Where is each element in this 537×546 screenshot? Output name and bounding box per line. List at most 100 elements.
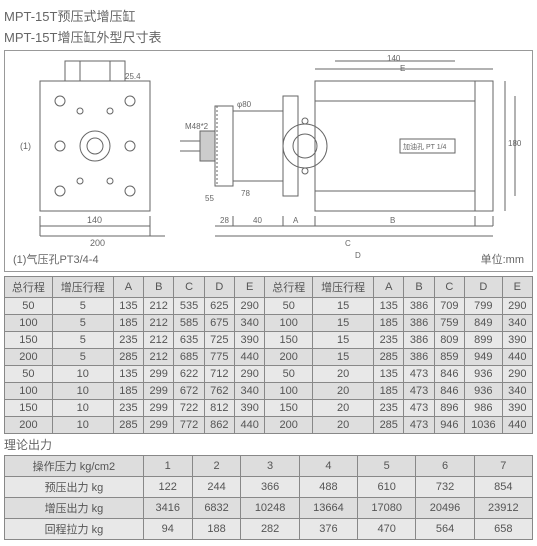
table-cell: 585 — [174, 315, 204, 332]
table-cell: 212 — [144, 315, 174, 332]
table-cell: 712 — [204, 366, 234, 383]
table-row: 50101352996227122905020135473846936290 — [5, 366, 533, 383]
table-header-cell: C — [174, 277, 204, 298]
table-cell: 775 — [204, 349, 234, 366]
diagram-footnote: (1)气压孔PT3/4-4 — [13, 251, 99, 267]
dim-180-r: 180 — [508, 139, 522, 148]
table-cell: 212 — [144, 349, 174, 366]
table-cell: 859 — [434, 349, 464, 366]
table-row: 预压出力 kg122244366488610732854 — [5, 477, 533, 498]
table-cell: 15 — [313, 298, 374, 315]
table-cell: 376 — [299, 519, 357, 540]
table-cell: 235 — [374, 400, 404, 417]
table-cell: 899 — [465, 332, 503, 349]
table-cell: 854 — [474, 477, 532, 498]
table-cell: 122 — [143, 477, 192, 498]
table-cell: 299 — [144, 417, 174, 434]
force-table: 操作压力 kg/cm21234567 预压出力 kg12224436648861… — [4, 455, 533, 540]
table-cell: 946 — [434, 417, 464, 434]
table-cell: 20 — [313, 400, 374, 417]
table-header-cell: E — [502, 277, 532, 298]
table-cell: 386 — [404, 349, 434, 366]
table-cell: 440 — [502, 349, 532, 366]
table-cell: 762 — [204, 383, 234, 400]
table-cell: 150 — [265, 332, 313, 349]
table-cell: 15 — [313, 332, 374, 349]
table-cell: 135 — [113, 298, 143, 315]
dim-m48: M48*2 — [185, 122, 209, 131]
table-header-cell: 4 — [299, 456, 357, 477]
diagram-svg: (1) 25.4 140 200 — [5, 51, 532, 271]
table-cell: 440 — [235, 349, 265, 366]
dim-55: 55 — [205, 194, 214, 203]
table-header-cell: A — [374, 277, 404, 298]
table-cell: 50 — [265, 298, 313, 315]
table-cell: 94 — [143, 519, 192, 540]
table-cell: 849 — [465, 315, 503, 332]
table-cell: 390 — [502, 400, 532, 417]
table-cell: 150 — [265, 400, 313, 417]
table-cell: 772 — [174, 417, 204, 434]
table-cell: 50 — [265, 366, 313, 383]
table-row: 2001028529977286244020020285473946103644… — [5, 417, 533, 434]
table-cell: 390 — [235, 400, 265, 417]
table-cell: 135 — [113, 366, 143, 383]
table-cell: 20 — [313, 383, 374, 400]
force-section-label: 理论出力 — [4, 434, 533, 455]
table-cell: 299 — [144, 400, 174, 417]
table-cell: 846 — [434, 366, 464, 383]
table-cell: 200 — [5, 349, 53, 366]
table-header-cell: 操作压力 kg/cm2 — [5, 456, 144, 477]
table-header-cell: 6 — [416, 456, 474, 477]
table-cell: 809 — [434, 332, 464, 349]
table-header-cell: 增压行程 — [52, 277, 113, 298]
table-cell: 473 — [404, 400, 434, 417]
table-cell: 增压出力 kg — [5, 498, 144, 519]
table-cell: 15 — [313, 315, 374, 332]
table-cell: 386 — [404, 298, 434, 315]
table-cell: 20 — [313, 417, 374, 434]
table-cell: 285 — [113, 349, 143, 366]
table-cell: 340 — [502, 315, 532, 332]
table-row: 200528521268577544020015285386859949440 — [5, 349, 533, 366]
table-cell: 610 — [358, 477, 416, 498]
dim-25-4: 25.4 — [125, 72, 141, 81]
table-cell: 473 — [404, 366, 434, 383]
table-cell: 185 — [113, 315, 143, 332]
table-row: 1501023529972281239015020235473896986390 — [5, 400, 533, 417]
table-cell: 285 — [374, 417, 404, 434]
table-cell: 20 — [313, 366, 374, 383]
table-cell: 812 — [204, 400, 234, 417]
table-cell: 658 — [474, 519, 532, 540]
table-cell: 3416 — [143, 498, 192, 519]
table-cell: 299 — [144, 366, 174, 383]
dimensions-table: 总行程增压行程ABCDE总行程增压行程ABCDE 505135212535625… — [4, 276, 533, 434]
table-header-cell: 总行程 — [265, 277, 313, 298]
table-cell: 535 — [174, 298, 204, 315]
table-header-cell: 总行程 — [5, 277, 53, 298]
dim-oil: 加油孔 PT 1/4 — [403, 142, 447, 151]
table-row: 回程拉力 kg94188282376470564658 — [5, 519, 533, 540]
table-header-cell: E — [235, 277, 265, 298]
table-cell: 200 — [5, 417, 53, 434]
table-cell: 回程拉力 kg — [5, 519, 144, 540]
table-cell: 150 — [5, 332, 53, 349]
table-cell: 936 — [465, 366, 503, 383]
table-header-cell: D — [204, 277, 234, 298]
dim-phi80: φ80 — [237, 100, 252, 109]
table-cell: 100 — [5, 315, 53, 332]
table-header-cell: B — [404, 277, 434, 298]
dim-140-top: 140 — [387, 54, 401, 63]
table-cell: 185 — [374, 315, 404, 332]
diagram-container: (1) 25.4 140 200 — [4, 50, 533, 272]
table-cell: 862 — [204, 417, 234, 434]
table-cell: 50 — [5, 366, 53, 383]
table-header-cell: 1 — [143, 456, 192, 477]
table-cell: 986 — [465, 400, 503, 417]
table-cell: 10 — [52, 383, 113, 400]
diagram-unit: 单位:mm — [481, 251, 524, 267]
table-cell: 17080 — [358, 498, 416, 519]
table-cell: 150 — [5, 400, 53, 417]
dim-78: 78 — [241, 189, 250, 198]
table-cell: 366 — [241, 477, 299, 498]
